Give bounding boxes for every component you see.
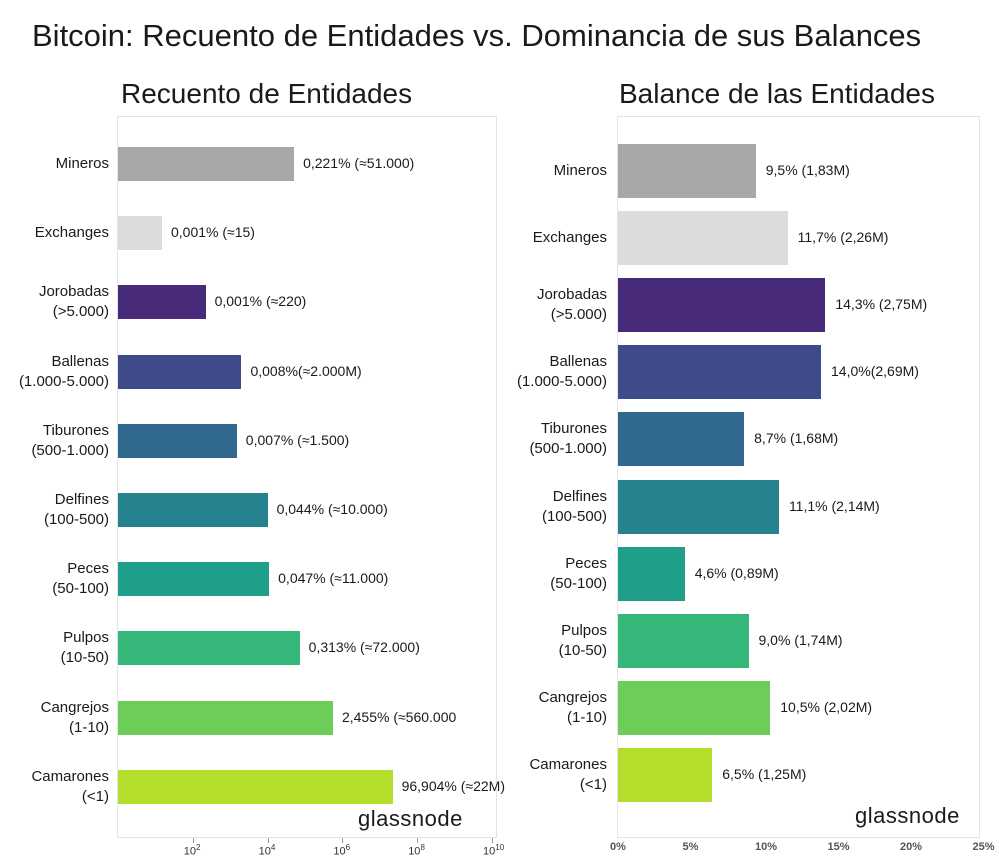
left-bar [118,354,242,389]
right-category-label: Jorobadas (>5.000) [536,286,607,324]
right-category-label: Peces (50-100) [550,554,607,592]
right-axis-tick-label: 25% [972,841,995,853]
left-category-label: Peces (50-100) [52,560,109,598]
right-bar [618,345,821,400]
right-value-label: 14,0%(2,69M) [831,363,919,380]
tick-exponent: 6 [345,843,351,852]
left-value-label: 2,455% (≈560.000 [341,708,457,725]
right-axis-tick-label: 20% [900,841,923,853]
left-bar [118,769,393,804]
right-value-label: 9,0% (1,74M) [758,631,843,648]
left-category-label: Exchanges [34,224,109,242]
right-bar [618,144,756,198]
right-axis-tick-label: 5% [682,841,699,853]
right-category-label: Pulpos (10-50) [558,621,607,659]
left-bar [118,700,333,735]
tick-exponent: 10 [495,843,505,852]
left-axis-tick [417,838,419,843]
left-axis-tick-label: 102 [184,843,201,858]
right-bar [618,211,788,266]
left-axis-tick [192,838,194,843]
left-category-label: Tiburones (500-1.000) [31,421,109,459]
left-bar [118,631,300,666]
main-title: Bitcoin: Recuento de Entidades vs. Domin… [32,18,922,53]
right-value-label: 9,5% (1,83M) [765,162,850,178]
left-category-label: Camarones (<1) [31,767,109,805]
left-bar [118,423,237,458]
glassnode-logo-left: glassnode [358,806,463,831]
left-category-label: Jorobadas (>5.000) [38,283,109,321]
left-axis-tick [267,838,269,843]
left-axis-tick-label: 106 [333,843,350,858]
left-value-label: 0,007% (≈1.500) [245,431,350,448]
right-category-label: Delfines (100-500) [541,487,607,525]
left-bar [118,147,295,181]
left-category-label: Pulpos (10-50) [60,629,109,667]
right-bar [618,680,771,735]
glassnode-logo-right: glassnode [855,803,960,828]
tick-exponent: 8 [420,843,425,852]
right-value-label: 11,1% (2,14M) [788,497,880,514]
left-value-label: 0,001% (≈15) [170,224,255,241]
right-category-label: Mineros [553,162,607,179]
left-category-label: Delfines (100-500) [43,491,109,528]
tick-exponent: 2 [196,843,201,852]
right-value-label: 4,6% (0,89M) [694,564,779,581]
left-value-label: 0,047% (≈11.000) [278,570,389,587]
right-chart-title: Balance de las Entidades [619,78,935,109]
left-chart-title: Recuento de Entidades [121,78,413,109]
right-category-label: Tiburones (500-1.000) [529,420,607,458]
right-category-label: Cangrejos (1-10) [538,688,607,726]
left-value-label: 0,008%(≈2.000M) [250,362,362,379]
right-category-label: Ballenas (1.000-5.000) [516,353,607,391]
left-bar [118,493,268,527]
right-category-label: Exchanges [532,229,607,247]
tick-base: 10 [183,845,197,858]
right-bar [618,613,749,668]
left-axis-tick [342,838,344,843]
left-category-label: Ballenas (1.000-5.000) [18,352,109,390]
left-category-label: Cangrejos (1-10) [40,698,109,736]
right-value-label: 8,7% (1,68M) [754,430,839,447]
right-bar [618,546,685,601]
right-axis-tick-label: 0% [610,841,626,853]
right-category-label: Camarones (<1) [529,755,607,793]
left-value-label: 0,221% (≈51.000) [303,155,415,171]
left-category-label: Mineros [55,155,109,172]
left-value-label: 0,044% (≈10.000) [276,501,388,517]
left-axis-tick [492,838,493,843]
right-bar [618,479,779,534]
right-bar [618,747,713,802]
tick-base: 10 [333,845,346,858]
tick-base: 10 [408,845,421,858]
left-axis-tick-label: 1010 [483,843,504,858]
left-axis-tick-label: 104 [259,843,276,858]
right-bar [618,278,826,333]
left-value-label: 0,313% (≈72.000) [308,639,420,656]
tick-exponent: 4 [270,843,276,852]
tick-base: 10 [483,845,496,858]
right-axis-tick-label: 15% [827,841,850,853]
left-value-label: 0,001% (≈220) [214,293,307,310]
right-value-label: 14,3% (2,75M) [835,296,928,313]
left-value-label: 96,904% (≈22M) [401,777,505,794]
right-axis-tick-label: 10% [755,841,778,853]
right-value-label: 11,7% (2,26M) [797,229,889,246]
tick-base: 10 [258,845,271,858]
right-value-label: 10,5% (2,02M) [780,698,873,715]
left-bar [118,285,206,320]
right-value-label: 6,5% (1,25M) [722,765,807,782]
left-bar [118,216,162,251]
right-bar [618,412,745,467]
left-bar [118,562,270,597]
left-axis-tick-label: 108 [408,843,425,858]
